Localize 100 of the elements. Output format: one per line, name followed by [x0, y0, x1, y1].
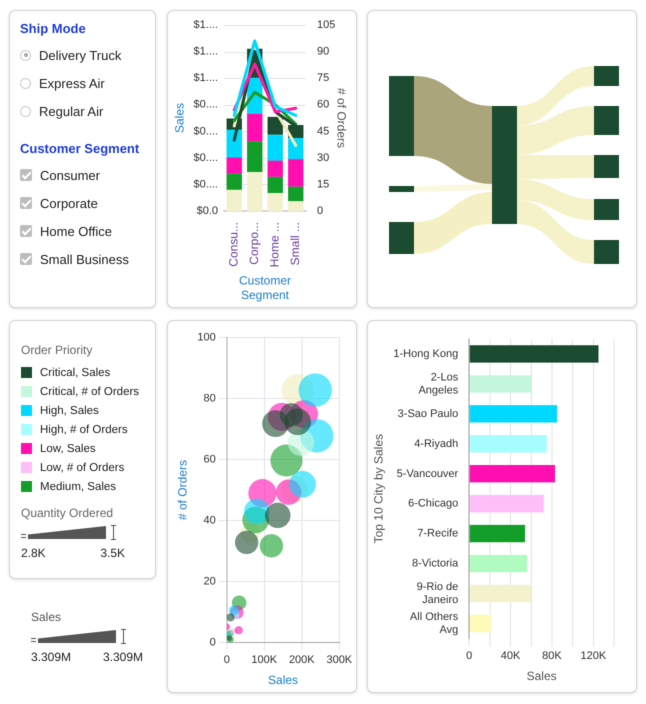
text: Ship Mode — [20, 20, 87, 38]
bar — [226, 130, 242, 158]
text: Express Air — [39, 76, 105, 90]
bar — [470, 614, 491, 632]
text: $0.0 — [196, 205, 218, 218]
text: Regular Air — [39, 104, 104, 118]
text: Customer Segment — [20, 140, 140, 158]
text: Quantity Ordered — [21, 506, 114, 520]
x-tick-label: 300K — [326, 654, 353, 666]
bar — [268, 134, 283, 161]
bar — [247, 114, 262, 142]
bar — [470, 375, 532, 393]
x-tick-label: 40K — [500, 650, 522, 662]
x-axis-title: Sales — [526, 669, 557, 684]
bar — [470, 584, 532, 602]
x-tick-label: 0 — [466, 650, 472, 662]
y-tick-label: 60 — [204, 454, 216, 466]
x-tick-label: 120K — [580, 650, 607, 662]
bar — [247, 141, 262, 172]
x-tick-label: Home ... — [268, 222, 282, 268]
bar — [470, 554, 528, 572]
y-tick-label: 2-Los Angeles — [418, 371, 459, 397]
y-tick-label: 75 — [317, 72, 330, 84]
x-axis-title: Customer Segment — [238, 274, 292, 302]
y-axis-title: # of Orders — [176, 460, 190, 520]
legend-label: Medium, Sales — [40, 480, 116, 492]
y-tick-label: 0 — [317, 205, 324, 218]
bar — [470, 345, 598, 363]
bar — [470, 524, 526, 542]
y-tick-label: 15 — [317, 178, 330, 190]
x-tick-label: 200K — [288, 654, 316, 666]
y-tick-label: 6-Chicago — [408, 498, 458, 510]
y-tick-label: All Others Avg — [410, 610, 459, 636]
text: Small Business — [40, 252, 129, 266]
y-tick-label: 3-Sao Paulo — [398, 408, 458, 420]
text: 3.5K — [100, 546, 125, 560]
bar — [470, 465, 556, 482]
y-tick-label: 40 — [204, 514, 216, 527]
text: $0.... — [194, 125, 218, 138]
bar — [226, 174, 242, 190]
y-tick-label: 5-Vancouver — [396, 468, 459, 480]
legend-label: High, Sales — [40, 404, 99, 416]
bar — [268, 193, 283, 211]
bar — [288, 159, 304, 187]
bar — [288, 186, 304, 202]
y-tick-label: 0 — [210, 636, 216, 648]
bar — [268, 176, 283, 194]
x-axis-title: Sales — [268, 673, 298, 688]
bar — [268, 116, 283, 135]
text: $1.... — [194, 19, 218, 32]
bar — [470, 435, 547, 452]
y-tick-label: 4-Riyadh — [414, 438, 458, 450]
legend-label: Critical, Sales — [40, 366, 110, 378]
y-tick-label: 90 — [317, 46, 330, 58]
bar — [288, 201, 304, 211]
text: $0.... — [194, 152, 218, 164]
text: Consumer — [40, 168, 100, 182]
legend-label: Low, # of Orders — [40, 462, 124, 474]
text: Sales — [31, 610, 62, 624]
x-tick-label: Consu... — [226, 222, 241, 267]
y-axis-title: Sales — [172, 102, 186, 134]
y-tick-label: 45 — [317, 125, 330, 138]
x-tick-label: 100K — [251, 654, 278, 666]
bar — [226, 190, 242, 211]
x-tick-label: 0 — [224, 654, 230, 666]
y-axis-title: # of Orders — [334, 88, 348, 148]
text: $1.... — [194, 72, 218, 84]
y-tick-label: 30 — [317, 152, 330, 164]
text: 3.309M — [102, 650, 143, 664]
y-tick-label: 60 — [317, 98, 330, 111]
y-tick-label: 7-Recife — [417, 528, 458, 540]
legend-label: Low, Sales — [40, 442, 96, 454]
text: $0.... — [194, 98, 218, 111]
legend-label: High, # of Orders — [40, 424, 128, 436]
y-tick-label: 8-Victoria — [412, 558, 460, 570]
text: Delivery Truck — [39, 48, 122, 62]
y-tick-label: 105 — [317, 19, 336, 32]
legend-title: Order Priority — [21, 343, 94, 357]
text: $1.... — [194, 46, 218, 58]
text: Home Office — [40, 224, 112, 238]
x-tick-label: Corpo... — [247, 222, 262, 265]
y-tick-label: 1-Hong Kong — [393, 348, 458, 360]
text: Corporate — [40, 196, 98, 210]
text: $0.... — [194, 178, 218, 190]
y-tick-label: 9-Rio de Janeiro — [416, 580, 458, 606]
y-tick-label: 20 — [204, 575, 216, 588]
legend-label: Critical, # of Orders — [40, 386, 140, 398]
bar — [268, 160, 283, 177]
x-tick-label: 80K — [542, 650, 562, 662]
x-tick-label: Small ... — [288, 222, 302, 266]
bar — [247, 172, 262, 211]
bar — [288, 138, 304, 160]
text: 2.8K — [21, 546, 46, 560]
y-tick-label: 80 — [204, 392, 216, 405]
y-tick-label: 100 — [197, 332, 216, 344]
bar — [470, 494, 544, 512]
bar — [226, 157, 242, 174]
bar — [470, 405, 558, 423]
y-axis-title: Top 10 City by Sales — [372, 434, 386, 544]
text: 3.309M — [31, 650, 72, 664]
